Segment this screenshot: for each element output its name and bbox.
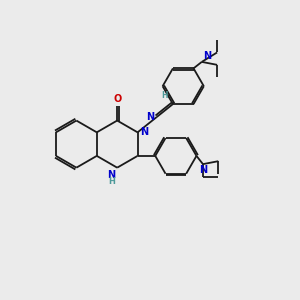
Text: N: N [146, 112, 154, 122]
Text: N: N [140, 127, 148, 137]
Text: N: N [108, 170, 116, 180]
Text: H: H [108, 177, 115, 186]
Text: H: H [161, 91, 168, 100]
Text: N: N [203, 51, 211, 61]
Text: N: N [199, 165, 207, 175]
Text: O: O [113, 94, 121, 104]
